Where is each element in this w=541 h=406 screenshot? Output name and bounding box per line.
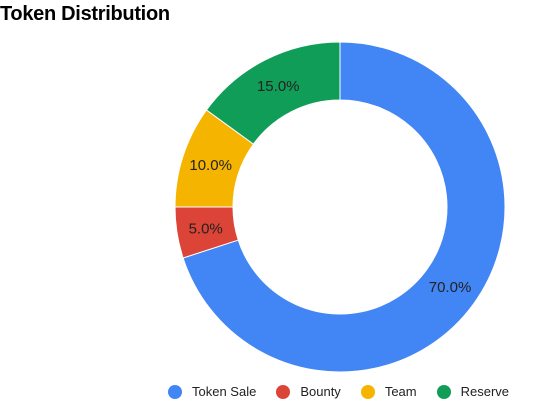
chart-legend: Token Sale Bounty Team Reserve (168, 384, 509, 399)
slice-label-token-sale: 70.0% (429, 279, 472, 296)
legend-swatch-bounty (276, 384, 291, 399)
legend-item-team[interactable]: Team (360, 384, 417, 399)
legend-label-reserve: Reserve (460, 384, 510, 399)
legend-item-bounty[interactable]: Bounty (276, 384, 341, 399)
slices-group (174, 41, 506, 373)
slice-token-sale[interactable] (182, 41, 506, 373)
chart-title: Token Distribution (0, 3, 170, 25)
slice-reserve[interactable] (205, 41, 341, 145)
slice-labels-group: 70.0% 5.0% 10.0% 15.0% (189, 78, 472, 296)
slice-label-team: 10.0% (189, 157, 232, 174)
legend-label-bounty: Bounty (300, 384, 341, 399)
legend-item-reserve[interactable]: Reserve (436, 384, 510, 399)
legend-label-token-sale: Token Sale (192, 384, 257, 399)
slice-label-reserve: 15.0% (257, 78, 300, 95)
legend-swatch-token-sale (168, 384, 182, 399)
legend-label-team: Team (384, 384, 417, 399)
legend-swatch-team (360, 384, 375, 399)
slice-label-bounty: 5.0% (189, 220, 223, 237)
legend-swatch-reserve (436, 384, 451, 399)
legend-item-token-sale[interactable]: Token Sale (168, 384, 256, 399)
